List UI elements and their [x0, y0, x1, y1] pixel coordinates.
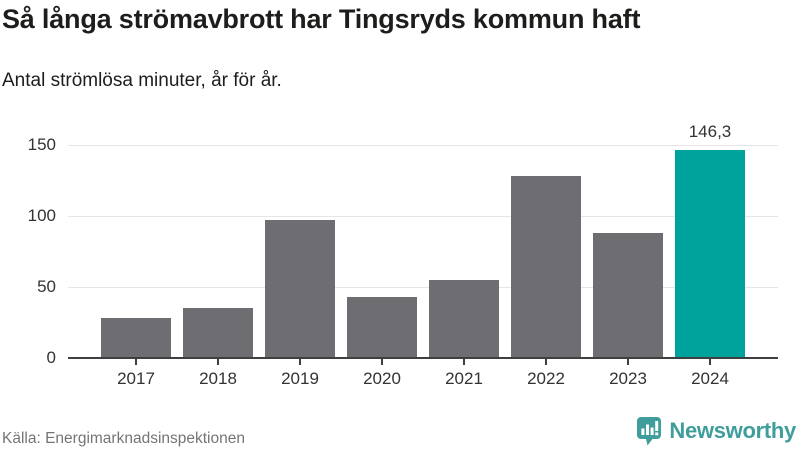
bar-2020: [347, 296, 417, 358]
x-tick-label-2021: 2021: [445, 369, 483, 388]
value-label-2024: 146,3: [688, 122, 732, 142]
bar-2018: [183, 308, 253, 358]
gridline-100: [68, 216, 778, 217]
gridline-150: [68, 145, 778, 146]
x-tick-label-2024: 2024: [691, 369, 729, 388]
x-tick-2020: [381, 359, 383, 365]
bar-2022: [511, 176, 581, 358]
source-attribution: Källa: Energimarknadsinspektionen: [2, 430, 245, 447]
x-tick-2017: [135, 359, 137, 365]
x-tick-label-2022: 2022: [527, 369, 565, 388]
y-tick-label-100: 100: [27, 206, 56, 225]
x-tick-label-2019: 2019: [281, 369, 319, 388]
y-tick-label-150: 150: [27, 135, 56, 154]
x-tick-label-2020: 2020: [363, 369, 401, 388]
gridline-50: [68, 287, 778, 288]
newsworthy-logo-icon: [637, 416, 662, 445]
x-tick-2019: [299, 359, 301, 365]
y-tick-label-50: 50: [37, 277, 56, 296]
newsworthy-logo[interactable]: Newsworthy: [637, 415, 796, 447]
x-tick-2024: [709, 359, 711, 365]
bar-2017: [101, 318, 171, 358]
bar-2024: [675, 150, 745, 358]
plot-area: [68, 145, 778, 358]
y-tick-label-0: 0: [46, 348, 56, 367]
x-axis-line: [68, 357, 778, 359]
x-tick-2021: [463, 359, 465, 365]
x-tick-2018: [217, 359, 219, 365]
chart-subtitle: Antal strömlösa minuter, år för år.: [2, 70, 282, 91]
x-tick-label-2023: 2023: [609, 369, 647, 388]
x-tick-2022: [545, 359, 547, 365]
x-tick-label-2017: 2017: [117, 369, 155, 388]
chart-title: Så långa strömavbrott har Tingsryds komm…: [2, 4, 641, 34]
x-tick-label-2018: 2018: [199, 369, 237, 388]
bar-2019: [265, 220, 335, 358]
bar-2021: [429, 279, 499, 358]
x-tick-2023: [627, 359, 629, 365]
bar-2023: [593, 233, 663, 358]
newsworthy-logo-text: Newsworthy: [669, 418, 796, 443]
